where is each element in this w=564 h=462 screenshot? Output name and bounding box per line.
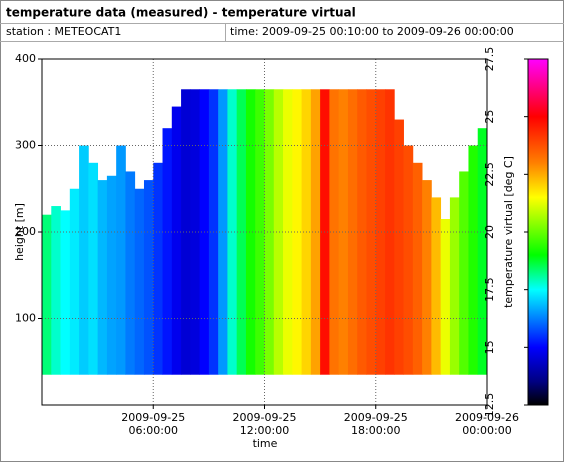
cell bbox=[236, 89, 247, 375]
cell bbox=[227, 89, 238, 375]
y-tick-label: 200 bbox=[15, 225, 36, 238]
colorbar-tick-label: 20 bbox=[483, 225, 496, 239]
cell bbox=[171, 106, 182, 375]
x-axis-label: time bbox=[253, 437, 278, 450]
chart-title: temperature data (measured) - temperatur… bbox=[6, 6, 356, 20]
cell bbox=[412, 162, 423, 375]
cell bbox=[357, 89, 367, 375]
station: station : METEOCAT1 bbox=[6, 25, 121, 38]
cell bbox=[88, 162, 99, 375]
cell bbox=[366, 89, 377, 375]
time-range: time: 2009-09-25 00:10:00 to 2009-09-26 … bbox=[230, 25, 514, 38]
cell bbox=[403, 145, 414, 375]
cell bbox=[431, 197, 442, 375]
y-axis-label: height [m] bbox=[13, 203, 26, 261]
cell bbox=[125, 171, 136, 375]
cell bbox=[283, 89, 293, 375]
colorbar-tick-label: 22.5 bbox=[483, 162, 496, 187]
cell bbox=[264, 89, 275, 375]
cell bbox=[153, 162, 163, 375]
y-tick-label: 100 bbox=[15, 312, 36, 325]
cell bbox=[273, 89, 284, 375]
cell bbox=[329, 89, 340, 375]
cell bbox=[69, 188, 80, 375]
cell bbox=[181, 89, 191, 375]
y-tick-label: 400 bbox=[15, 52, 36, 65]
x-tick-label: 2009-09-25 18:00:00 bbox=[343, 411, 408, 437]
cell bbox=[143, 180, 154, 375]
cell bbox=[338, 89, 349, 375]
cell bbox=[449, 197, 460, 375]
cell bbox=[477, 128, 488, 375]
x-tick-label: 2009-09-26 00:00:00 bbox=[455, 411, 519, 437]
cell bbox=[42, 214, 52, 375]
cell bbox=[134, 188, 145, 375]
cell bbox=[116, 145, 126, 375]
colorbar-tick-label: 27.5 bbox=[483, 47, 496, 72]
cell bbox=[394, 119, 404, 375]
colorbar bbox=[527, 58, 549, 406]
colorbar-tick-label: 12.5 bbox=[483, 393, 496, 418]
cell bbox=[255, 89, 265, 375]
cell bbox=[375, 89, 386, 375]
cell bbox=[60, 210, 71, 375]
colorbar-label: temperature virtual [deg C] bbox=[502, 156, 515, 308]
cell bbox=[51, 206, 61, 375]
cell bbox=[440, 219, 451, 375]
cell bbox=[468, 145, 479, 375]
cell bbox=[79, 145, 89, 375]
x-tick-label: 2009-09-25 12:00:00 bbox=[232, 411, 297, 437]
colorbar-tick-label: 17.5 bbox=[483, 277, 496, 302]
y-tick-label: 300 bbox=[15, 139, 36, 152]
cell bbox=[106, 175, 117, 375]
cell bbox=[347, 89, 358, 375]
x-tick-label: 2009-09-25 06:00:00 bbox=[121, 411, 186, 437]
colorbar-tick-label: 25 bbox=[483, 110, 496, 124]
cell bbox=[162, 128, 173, 375]
cell bbox=[459, 171, 469, 375]
cell bbox=[422, 180, 432, 375]
plot-border bbox=[41, 58, 488, 406]
cell bbox=[245, 89, 256, 375]
cell bbox=[385, 89, 395, 375]
colorbar-tick-label: 15 bbox=[483, 340, 496, 354]
cell bbox=[97, 180, 108, 375]
